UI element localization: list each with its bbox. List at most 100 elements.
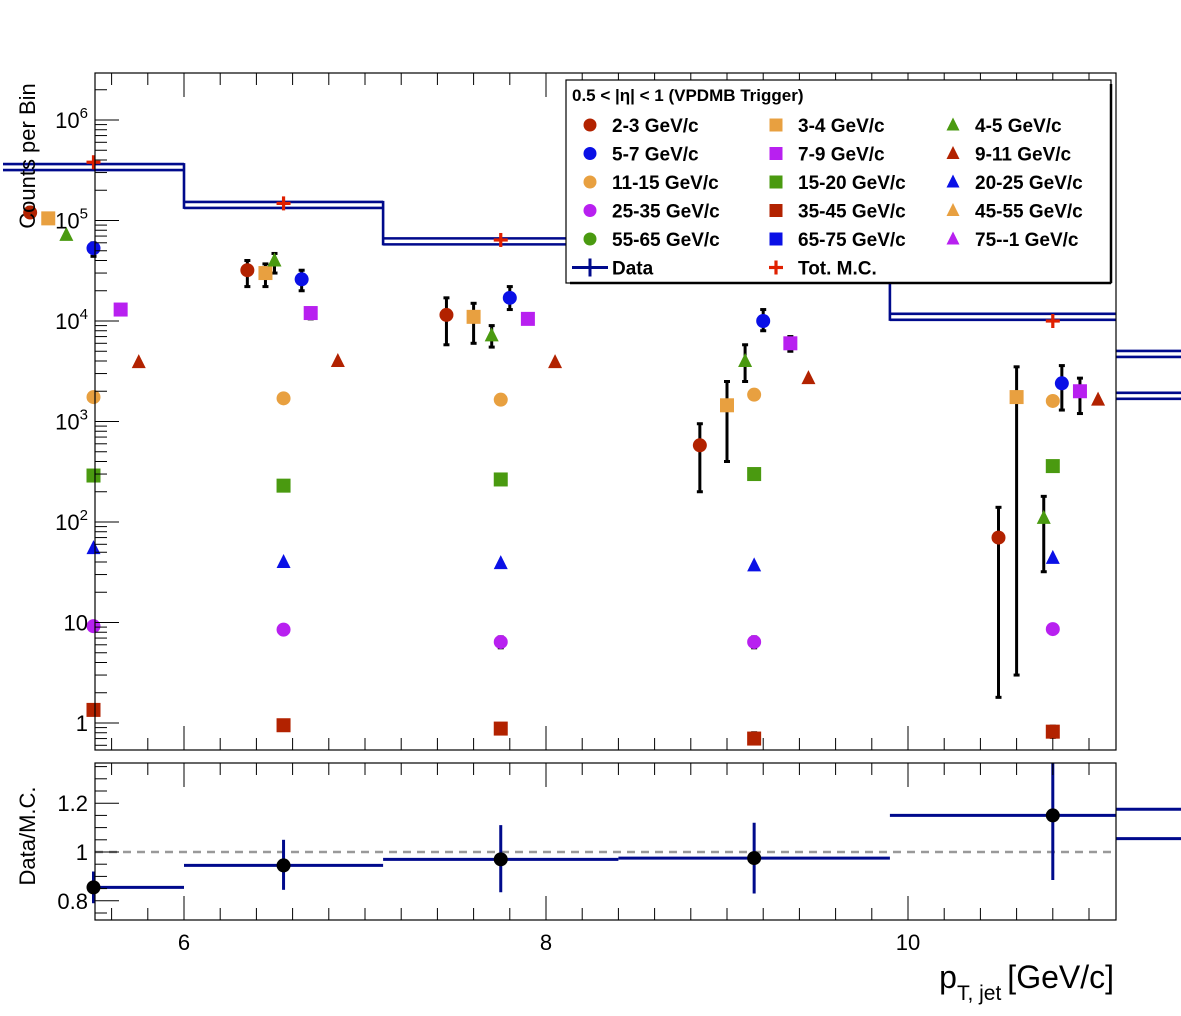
data-point: [1045, 393, 1060, 408]
x-axis-label-sub: T, jet: [957, 982, 1002, 1005]
x-tick-label: 8: [540, 930, 552, 955]
legend-marker: [583, 232, 597, 246]
legend-label: 20-25 GeV/c: [975, 173, 1083, 194]
legend-entry: 25-35 GeV/c: [583, 202, 720, 223]
y-tick-label: 10: [64, 611, 88, 636]
data-point: [1045, 549, 1060, 564]
legend-marker: [769, 175, 783, 189]
data-point: [493, 721, 508, 736]
data-point: [548, 354, 563, 369]
legend-label: 55-65 GeV/c: [612, 230, 720, 251]
data-point: [258, 266, 273, 281]
series-7-9-gev-c: [113, 302, 1087, 399]
legend-entry: 20-25 GeV/c: [946, 173, 1083, 194]
data-point: [86, 619, 101, 634]
legend-label: Tot. M.C.: [798, 259, 877, 280]
ratio-tick-label: 1: [76, 840, 88, 865]
legend-label: 11-15 GeV/c: [612, 173, 719, 194]
data-point: [1091, 391, 1106, 406]
data-point: [86, 540, 101, 555]
ratio-plot-content: [86, 763, 1181, 904]
data-point: [502, 290, 517, 305]
legend-label: 75--1 GeV/c: [975, 230, 1079, 251]
legend-entry: 2-3 GeV/c: [583, 116, 699, 137]
legend-label: 35-45 GeV/c: [798, 202, 906, 223]
legend-entry: 7-9 GeV/c: [769, 145, 885, 166]
legend-marker: [946, 174, 960, 188]
y-tick-label: 105: [55, 206, 88, 234]
x-axis-label: pT, jet [GeV/c]: [939, 959, 1114, 1005]
data-point: [520, 311, 535, 326]
data-point: [1045, 724, 1060, 739]
series-4-5-gev-c: [59, 226, 1051, 524]
data-point: [41, 211, 56, 226]
legend-marker: [946, 231, 960, 245]
legend-marker: [946, 146, 960, 159]
ratio-point: [1116, 837, 1181, 841]
y-tick-label: 106: [55, 105, 88, 133]
data-point: [1036, 509, 1051, 524]
ratio-y-axis-label: Data/M.C.: [15, 786, 40, 885]
ratio-point: [383, 825, 619, 893]
ratio-point: [889, 763, 1116, 881]
legend-entry: 15-20 GeV/c: [769, 173, 906, 194]
series-9-11-gev-c: [131, 352, 1106, 406]
ratio-point: [184, 839, 384, 890]
data-point: [692, 438, 707, 453]
data-point: [303, 306, 318, 321]
data-point: [747, 731, 762, 746]
series-25-35-gev-c: [86, 619, 1060, 649]
legend-marker: [769, 232, 783, 246]
legend-label: 65-75 GeV/c: [798, 230, 906, 251]
x-axis: 6810121416: [111, 763, 1090, 955]
data-point: [991, 530, 1006, 545]
legend-title: 0.5 < |η| < 1 (VPDMB Trigger): [572, 86, 804, 105]
ratio-point: [618, 822, 890, 894]
data-point: [1045, 459, 1060, 474]
legend-entry: 75--1 GeV/c: [946, 230, 1079, 251]
legend-entry: Data: [572, 258, 654, 280]
series-15-20-gev-c: [86, 459, 1060, 493]
legend-entry: 11-15 GeV/c: [583, 173, 719, 194]
legend-entry: 5-7 GeV/c: [583, 145, 699, 166]
legend-entry: 55-65 GeV/c: [583, 230, 720, 251]
series-35-45-gev-c: [86, 702, 1060, 746]
data-point: [439, 307, 454, 322]
legend-label: 25-35 GeV/c: [612, 202, 720, 223]
bottom-frame: [94, 762, 1117, 921]
data-point: [276, 553, 291, 568]
data-point: [493, 555, 508, 570]
ratio-tick-label: 1.2: [57, 791, 88, 816]
data-point: [747, 467, 762, 482]
legend: 0.5 < |η| < 1 (VPDMB Trigger) 2-3 GeV/c 3-…: [565, 79, 1113, 285]
data-point: [86, 390, 101, 405]
legend-marker: [946, 117, 960, 131]
top-frame: [94, 72, 1117, 751]
legend-marker: [946, 203, 960, 216]
data-point: [240, 263, 255, 278]
data-point: [23, 205, 38, 220]
data-point: [801, 370, 816, 385]
total-mc: [86, 155, 1060, 328]
data-point: [86, 702, 101, 717]
data-point: [1009, 390, 1024, 405]
x-tick-label: 10: [896, 930, 920, 955]
legend-entry: 65-75 GeV/c: [769, 230, 906, 251]
series-5-7-gev-c: [86, 241, 1069, 391]
ratio-y-axis: 0.8 1 1.2: [57, 766, 119, 914]
data-point: [747, 387, 762, 402]
ratio-marker: [1045, 808, 1060, 823]
data-point: [131, 354, 146, 369]
y-tick-label: 104: [55, 306, 88, 334]
legend-label: 2-3 GeV/c: [612, 116, 699, 137]
data-point: [493, 472, 508, 487]
data-point: [747, 557, 762, 572]
data-point: [267, 252, 282, 267]
x-axis-label-unit: [GeV/c]: [1007, 959, 1114, 995]
y-tick-label: 102: [55, 507, 88, 535]
ratio-marker: [747, 851, 762, 866]
data-point: [493, 392, 508, 407]
data-point: [86, 468, 101, 483]
top-y-axis: 1 10 102 103 104 105 106: [55, 89, 119, 746]
